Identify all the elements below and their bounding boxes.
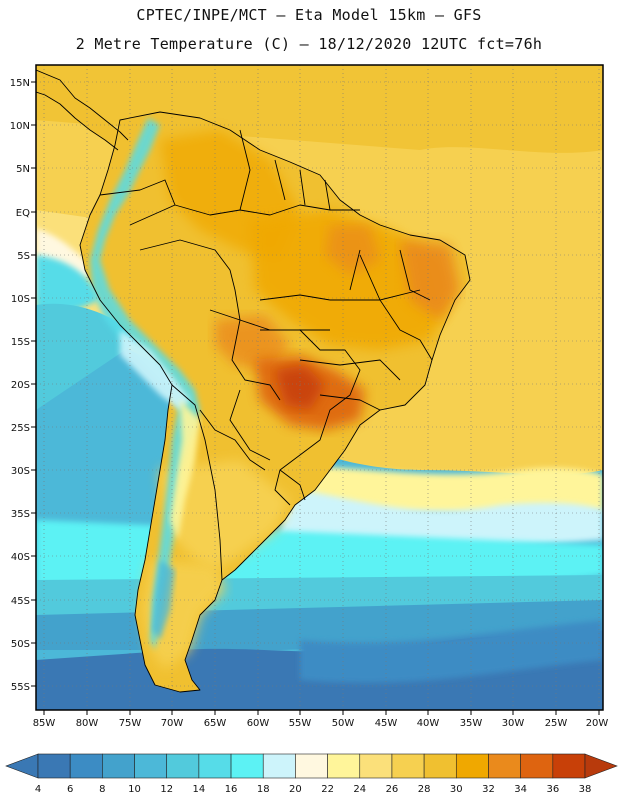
map-title-line-1: CPTEC/INPE/MCT – Eta Model 15km – GFS <box>136 6 482 24</box>
colorbar-bin <box>262 753 296 779</box>
colorbar-bin <box>455 753 489 779</box>
colorbar-label: 32 <box>482 784 495 795</box>
lat-label-5n: 5N <box>16 164 30 175</box>
lat-label-50s: 50S <box>11 639 30 650</box>
lon-label-50w: 50W <box>332 718 355 729</box>
colorbar-above-max <box>584 753 618 779</box>
lat-label-15n: 15N <box>10 78 30 89</box>
colorbar-label: 22 <box>321 784 334 795</box>
colorbar-bin <box>552 753 586 779</box>
colorbar-label: 6 <box>67 784 73 795</box>
map-frame <box>35 64 604 711</box>
colorbar-label: 16 <box>225 784 238 795</box>
colorbar-bin <box>391 753 425 779</box>
colorbar-bin <box>102 753 135 779</box>
colorbar-label: 36 <box>546 784 559 795</box>
colorbar-bin <box>134 753 168 779</box>
colorbar-bin <box>327 753 361 779</box>
lat-label-45s: 45S <box>11 596 30 607</box>
lat-label-25s: 25S <box>11 423 30 434</box>
colorbar-bin <box>488 753 521 779</box>
colorbar-bin <box>295 753 328 779</box>
lon-label-35w: 35W <box>460 718 483 729</box>
colorbar: 4 6 8 10 12 14 16 18 20 22 24 26 28 30 32 34 36 38 <box>5 753 618 795</box>
colorbar-label: 18 <box>257 784 270 795</box>
lat-label-40s: 40S <box>11 552 30 563</box>
lon-label-55w: 55W <box>289 718 312 729</box>
colorbar-bin <box>230 753 264 779</box>
lat-label-eq: EQ <box>16 208 30 219</box>
colorbar-bin <box>198 753 232 779</box>
lon-label-40w: 40W <box>417 718 440 729</box>
lon-label-30w: 30W <box>502 718 525 729</box>
lon-label-60w: 60W <box>247 718 270 729</box>
colorbar-label: 12 <box>160 784 173 795</box>
colorbar-label: 4 <box>35 784 41 795</box>
colorbar-label: 8 <box>99 784 105 795</box>
country-borders <box>36 69 471 693</box>
map-plot-area <box>36 65 603 710</box>
lat-label-20s: 20S <box>11 380 30 391</box>
colorbar-bin <box>520 753 554 779</box>
colorbar-below-min <box>5 753 39 779</box>
lat-label-10s: 10S <box>11 294 30 305</box>
axis-ticks <box>31 81 600 715</box>
lat-label-55s: 55S <box>11 682 30 693</box>
colorbar-label: 30 <box>450 784 463 795</box>
lon-label-65w: 65W <box>204 718 227 729</box>
colorbar-label: 24 <box>353 784 366 795</box>
central-america-land <box>36 70 128 150</box>
lon-label-70w: 70W <box>161 718 184 729</box>
lon-label-45w: 45W <box>375 718 398 729</box>
colorbar-label: 26 <box>386 784 399 795</box>
colorbar-label: 14 <box>193 784 206 795</box>
colorbar-label: 10 <box>128 784 141 795</box>
lon-label-85w: 85W <box>33 718 56 729</box>
lat-label-30s: 30S <box>11 466 30 477</box>
latitude-labels: 15N 10N 5N EQ 5S 10S 15S 20S 25S 30S 35S… <box>10 78 30 693</box>
colorbar-bin <box>423 753 457 779</box>
lon-label-20w: 20W <box>586 718 609 729</box>
colorbar-label: 28 <box>418 784 431 795</box>
lon-label-25w: 25W <box>545 718 568 729</box>
lon-label-75w: 75W <box>119 718 142 729</box>
lat-label-10n: 10N <box>10 121 30 132</box>
lat-label-5s: 5S <box>17 251 30 262</box>
colorbar-bin <box>359 753 393 779</box>
colorbar-label: 38 <box>579 784 592 795</box>
lon-label-80w: 80W <box>76 718 99 729</box>
colorbar-bin <box>69 753 103 779</box>
colorbar-label: 34 <box>514 784 527 795</box>
colorbar-label: 20 <box>289 784 302 795</box>
map-title-line-2: 2 Metre Temperature (C) – 18/12/2020 12U… <box>75 35 543 53</box>
graticule <box>36 65 603 710</box>
colorbar-bin <box>37 753 71 779</box>
longitude-labels: 85W 80W 75W 70W 65W 60W 55W 50W 45W 40W … <box>33 718 609 729</box>
colorbar-bin <box>166 753 200 779</box>
lat-label-35s: 35S <box>11 509 30 520</box>
lat-label-15s: 15S <box>11 337 30 348</box>
